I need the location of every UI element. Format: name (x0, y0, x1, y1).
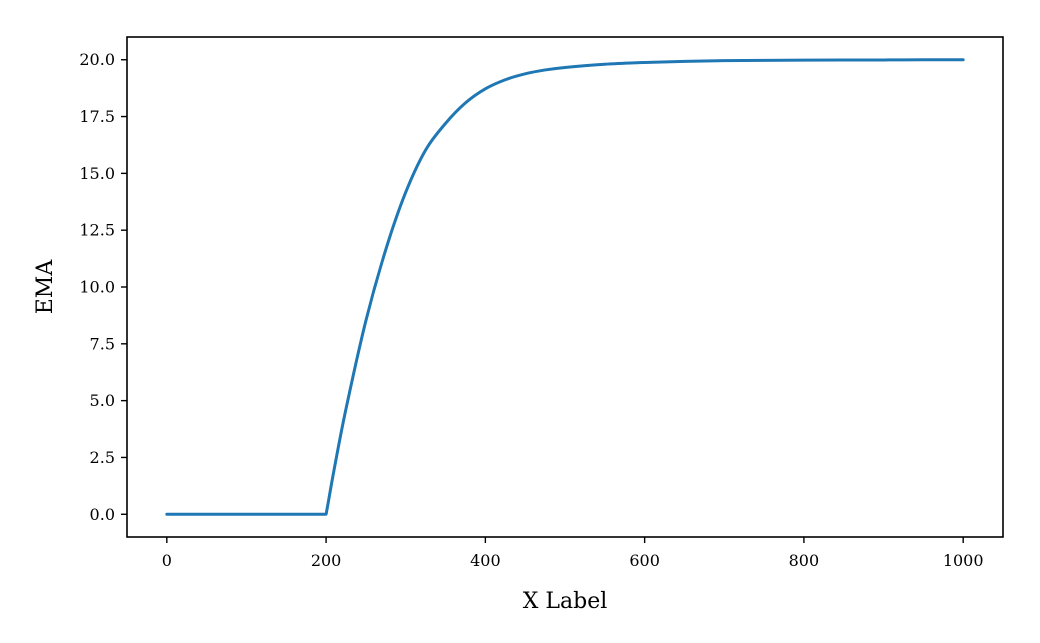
x-tick-label: 400 (470, 551, 501, 570)
y-tick-label: 20.0 (79, 50, 115, 69)
x-tick-label: 0 (162, 551, 172, 570)
x-axis-label: X Label (523, 589, 608, 614)
y-tick-label: 15.0 (79, 164, 115, 183)
plot-area-frame (126, 36, 1004, 538)
ema-series-line (165, 58, 965, 516)
y-tick-label: 17.5 (79, 107, 115, 126)
y-axis-ticks: 0.0 2.5 5.0 7.5 10.0 12.5 15.0 17.5 20.0 (79, 50, 127, 524)
y-tick-label: 12.5 (79, 221, 115, 240)
x-tick-label: 200 (311, 551, 342, 570)
y-axis-label: EMA (33, 259, 58, 315)
x-tick-label: 600 (629, 551, 660, 570)
y-tick-label: 10.0 (79, 278, 115, 297)
y-tick-label: 7.5 (90, 334, 115, 353)
x-tick-label: 800 (789, 551, 820, 570)
x-tick-label: 1000 (943, 551, 984, 570)
y-tick-label: 5.0 (90, 391, 115, 410)
y-tick-label: 2.5 (90, 448, 115, 467)
x-axis-ticks: 0 200 400 600 800 1000 (162, 537, 984, 570)
y-tick-label: 0.0 (90, 505, 115, 524)
